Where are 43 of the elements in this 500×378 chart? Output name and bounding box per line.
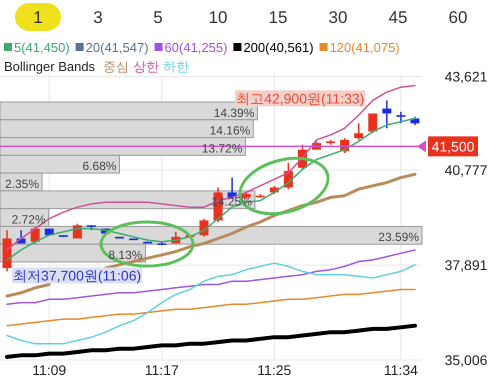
candlestick [396,111,406,124]
y-tick-label: 35,006 [444,352,488,368]
text: 60 [448,8,468,27]
text: 20(41,547) [86,40,149,55]
x-tick-label: 11:34 [384,362,418,378]
text: 5 [153,8,163,27]
legend-title: Bollinger Bands [4,59,96,74]
x-tick-label: 11:25 [257,362,292,378]
y-tick-label: 43,621 [444,68,488,85]
x-tick-label: 11:17 [144,362,179,378]
text: 15 [268,8,288,27]
legend-label: 200(40,561) [243,40,314,55]
data-label: 23.59% [378,230,420,244]
text: 30 [328,8,348,27]
annotation: 최저37,700원(11:06) [13,267,142,284]
data-label: 2.35% [5,176,40,191]
data-label: 14.39% [214,106,255,120]
candlestick [382,100,392,130]
legend-label: 5(41,450) [14,40,70,55]
line-series [5,324,417,359]
text: 3 [93,8,103,27]
line-series [6,288,416,326]
text: 1 [33,8,43,27]
candlestick [368,112,378,134]
text: 하한 [163,59,190,74]
line-series [6,249,416,306]
annotation: 최고42,900원(11:33) [236,90,364,106]
data-label: 8.13% [108,248,143,262]
y-tick-label: 37,891 [444,257,488,274]
text: 10 [208,8,228,27]
data-label: 2.72% [12,212,46,226]
legend-label: 60(41,255) [164,40,228,55]
x-tick-label: 11:09 [32,362,66,378]
candlestick [354,122,364,141]
text: 상한 [133,59,160,74]
data-label: 6.68% [82,159,117,174]
text: 45 [388,8,408,27]
legend-label: 120(41,075) [330,40,400,55]
y-tick-label: 40,777 [444,162,488,178]
ref-line-label: 41,500 [432,138,475,154]
data-label: 14.16% [210,124,251,138]
line-series [6,262,416,344]
text: 중심 [103,59,130,74]
